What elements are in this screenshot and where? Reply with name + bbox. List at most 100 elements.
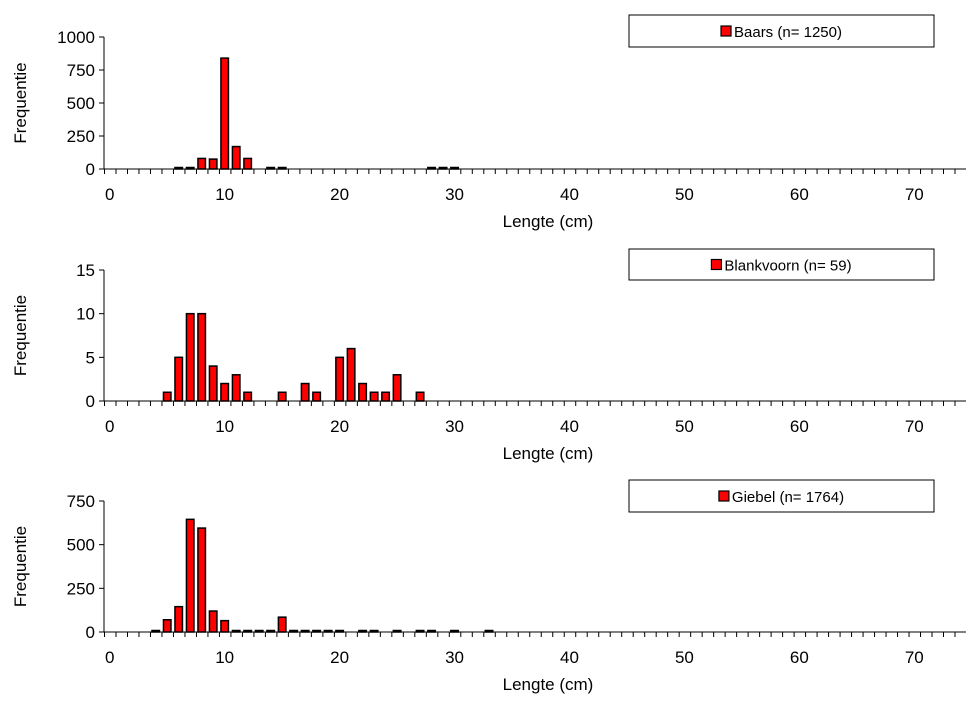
x-tick-label: 60: [790, 648, 809, 667]
bar: [185, 166, 195, 170]
x-tick-label: 60: [790, 185, 809, 204]
y-tick-label: 10: [76, 305, 95, 324]
y-axis-title: Frequentie: [11, 62, 30, 143]
y-tick-label: 750: [67, 492, 95, 511]
bar: [300, 382, 310, 402]
chart-panel-3: 0 250 500 750 0 10 20 30 40 50 60 70 Lengte (cm) Freq…: [11, 479, 966, 694]
bar: [266, 629, 276, 633]
bar: [208, 365, 218, 402]
bar: [450, 629, 460, 633]
y-tick-label: 15: [76, 261, 95, 280]
legend-box: [628, 248, 935, 281]
x-tick-label: 30: [445, 185, 464, 204]
bar: [220, 57, 230, 170]
bar: [277, 391, 287, 402]
legend: Blankvoorn (n= 59): [628, 248, 935, 281]
bar: [358, 629, 368, 633]
y-tick-label: 750: [67, 61, 95, 80]
x-tick-label: 30: [445, 648, 464, 667]
bar: [162, 391, 172, 402]
legend: Giebel (n= 1764): [628, 479, 935, 513]
bar: [392, 374, 402, 402]
x-tick-label: 0: [105, 648, 114, 667]
x-tick-label: 20: [330, 185, 349, 204]
y-tick-label: 1000: [57, 28, 95, 47]
bar: [254, 629, 264, 633]
bar: [312, 391, 322, 402]
bar: [151, 629, 161, 633]
bar: [289, 629, 299, 633]
x-tick-label: 50: [675, 648, 694, 667]
bar: [335, 356, 345, 402]
bar: [312, 629, 322, 633]
x-tick-label: 10: [215, 185, 234, 204]
x-axis-title: Lengte (cm): [503, 675, 594, 694]
bar: [277, 166, 287, 170]
bar: [197, 312, 207, 402]
bar: [197, 157, 207, 170]
chart-panel-2: 0 5 10 15 0 10 20 30 40 50 60 70 Lengte (cm) Frequent…: [11, 248, 966, 463]
bar: [415, 391, 425, 402]
legend-label: Blankvoorn (n= 59): [724, 258, 851, 275]
bar: [231, 374, 241, 402]
x-tick-label: 70: [905, 185, 924, 204]
chart-panel-1: 0 250 500 750 1000 0 10 20 30 40 50 60 70 Lengte (cm)…: [11, 14, 966, 231]
bar: [197, 527, 207, 633]
x-tick-label: 70: [905, 648, 924, 667]
y-tick-label: 0: [86, 160, 95, 179]
x-tick-label: 40: [560, 185, 579, 204]
x-tick-label: 10: [215, 417, 234, 436]
bar: [450, 166, 460, 170]
x-tick-label: 30: [445, 417, 464, 436]
bar: [231, 145, 241, 170]
bar: [381, 391, 391, 402]
bar: [174, 356, 184, 402]
legend-box: [628, 14, 935, 48]
x-tick-label: 10: [215, 648, 234, 667]
bar: [335, 629, 345, 633]
bar: [220, 619, 230, 633]
bar: [346, 347, 356, 402]
x-tick-label: 0: [105, 185, 114, 204]
bar: [300, 629, 310, 633]
y-axis-title: Frequentie: [11, 526, 30, 607]
legend-swatch: [720, 25, 732, 37]
y-tick-label: 0: [86, 392, 95, 411]
y-tick-label: 500: [67, 536, 95, 555]
legend-swatch: [718, 490, 730, 502]
bar: [185, 312, 195, 402]
bar: [438, 166, 448, 170]
legend: Baars (n= 1250): [628, 14, 935, 48]
bar: [185, 518, 195, 633]
bar: [427, 629, 437, 633]
bar: [415, 629, 425, 633]
bar: [392, 629, 402, 633]
x-axis-title: Lengte (cm): [503, 212, 594, 231]
bar: [220, 382, 230, 402]
bar: [369, 391, 379, 402]
bar: [266, 166, 276, 170]
y-tick-label: 0: [86, 623, 95, 642]
x-tick-label: 0: [105, 417, 114, 436]
bar: [369, 629, 379, 633]
bar: [174, 605, 184, 633]
bar: [277, 616, 287, 633]
x-axis-title: Lengte (cm): [503, 444, 594, 463]
x-tick-label: 50: [675, 185, 694, 204]
bar: [174, 166, 184, 170]
x-tick-label: 70: [905, 417, 924, 436]
y-tick-label: 5: [86, 348, 95, 367]
y-tick-label: 250: [67, 579, 95, 598]
x-tick-label: 60: [790, 417, 809, 436]
y-tick-label: 250: [67, 127, 95, 146]
legend-label: Giebel (n= 1764): [732, 489, 844, 506]
x-tick-label: 20: [330, 648, 349, 667]
x-tick-label: 40: [560, 648, 579, 667]
bar: [243, 629, 253, 633]
bar: [208, 610, 218, 633]
bar: [243, 391, 253, 402]
legend-swatch: [710, 258, 723, 271]
bar: [427, 166, 437, 170]
x-tick-label: 40: [560, 417, 579, 436]
